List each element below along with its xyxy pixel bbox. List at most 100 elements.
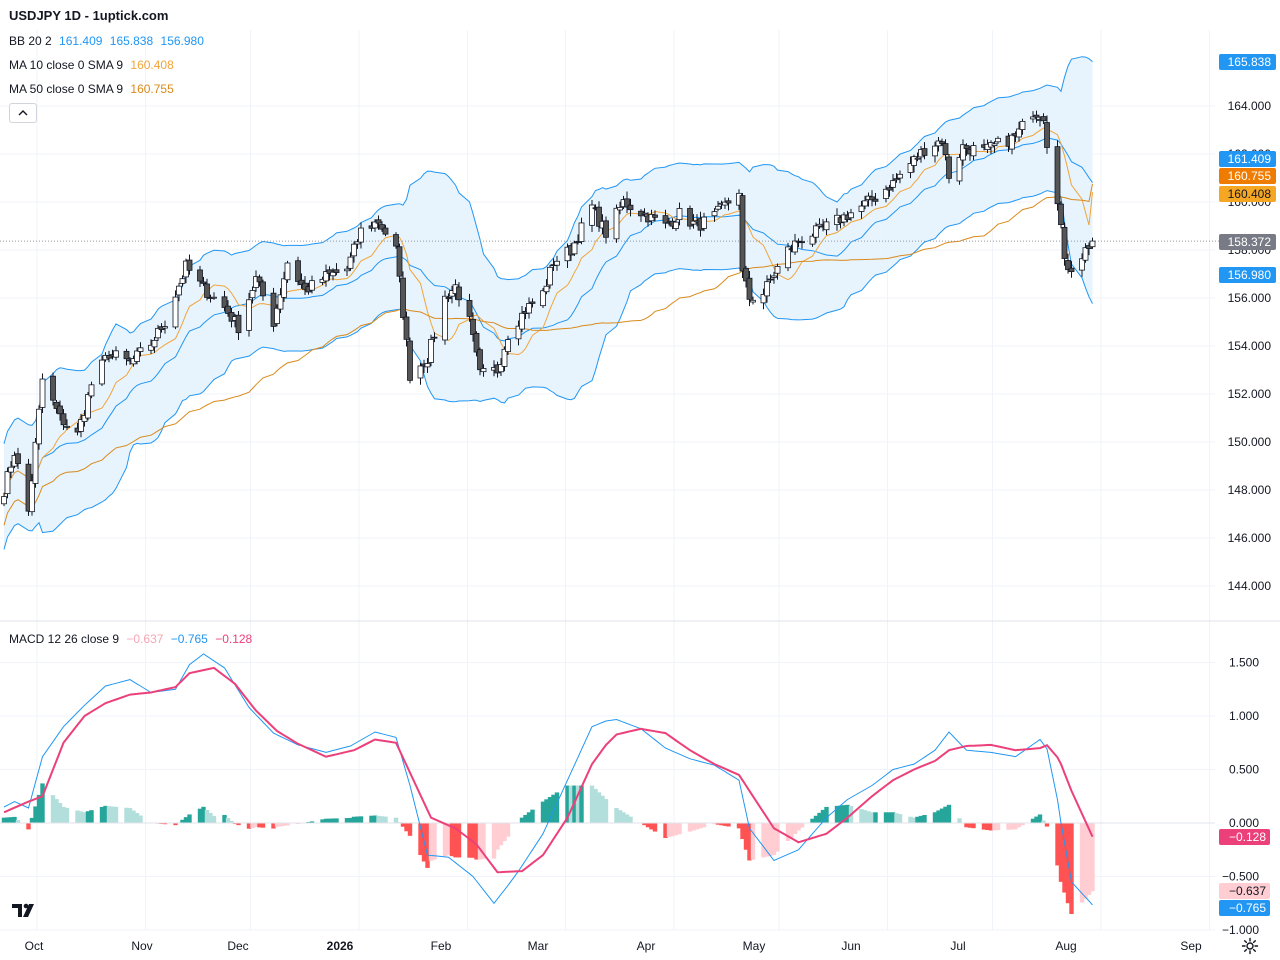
macd-histogram-bar — [621, 812, 626, 823]
macd-histogram-bar — [1041, 820, 1046, 823]
candle — [676, 202, 683, 226]
bb-basis-badge: 161.409 — [1219, 151, 1276, 167]
candle — [750, 296, 756, 305]
macd-histogram-bar — [841, 805, 847, 823]
candle — [442, 290, 448, 345]
candle — [498, 358, 504, 376]
macd-histogram-bar — [225, 817, 231, 823]
macd-histogram-bar — [883, 812, 889, 823]
macd-histogram-bar — [285, 823, 290, 826]
gear-icon[interactable] — [1241, 937, 1259, 955]
macd-histogram-bar — [246, 823, 252, 829]
macd-histogram-bar — [15, 820, 21, 823]
macd-histogram-bar — [376, 815, 381, 823]
macd-histogram-bar — [712, 823, 717, 825]
macd-histogram-bar — [12, 816, 17, 823]
macd-histogram-bar — [890, 812, 896, 823]
candle-body — [519, 312, 525, 330]
price-tick-label: 164.000 — [1228, 99, 1272, 113]
candle-body — [88, 384, 95, 397]
candle — [1009, 133, 1015, 155]
chart-title: USDJPY 1D - 1uptick.com — [9, 8, 169, 23]
candle — [613, 204, 620, 243]
macd-histogram-bar — [530, 809, 535, 823]
candle — [326, 266, 333, 281]
candle-body — [823, 221, 830, 231]
macd-histogram-bar — [722, 823, 728, 826]
candle — [673, 219, 679, 232]
tradingview-logo-icon[interactable] — [10, 900, 40, 920]
candle-body — [501, 348, 508, 367]
candle-body — [687, 208, 693, 227]
candle-body — [554, 260, 560, 266]
candle-body — [477, 349, 483, 371]
candle — [774, 263, 781, 280]
candle — [172, 290, 179, 330]
candle-body — [1019, 120, 1026, 130]
candle-body — [816, 223, 823, 227]
candle — [771, 271, 777, 284]
macd-histogram-bar — [785, 823, 791, 842]
candle-body — [15, 453, 21, 464]
candle — [473, 331, 480, 357]
candle-body — [1, 496, 7, 505]
signal-badge-text: −0.128 — [1229, 830, 1266, 844]
candle — [1061, 222, 1068, 266]
legend-ma50[interactable]: MA 50 close 0 SMA 9 160.755 — [9, 82, 178, 96]
candle-body — [179, 278, 186, 284]
candle — [1016, 121, 1022, 142]
candle — [249, 286, 256, 304]
macd-histogram-bar — [344, 818, 350, 823]
macd-histogram-bar — [505, 823, 511, 837]
time-axis[interactable]: Oct Nov Dec 2026 Feb Mar Apr May Jun Jul Aug Sep — [25, 939, 1202, 953]
candle-body — [890, 180, 896, 188]
legend-bb[interactable]: BB 20 2 161.409 165.838 156.980 — [9, 34, 208, 48]
candle — [235, 311, 242, 340]
macd-histogram-bar — [281, 823, 287, 826]
candle — [907, 156, 914, 179]
macd-histogram-bar — [138, 815, 143, 823]
macd-histogram-bar — [1044, 823, 1050, 827]
candle — [526, 297, 532, 319]
candle-body — [137, 347, 144, 352]
macd-histogram-bar — [617, 810, 623, 823]
macd-histogram-bar — [278, 823, 283, 827]
candle-body — [309, 280, 315, 291]
candle-body — [8, 466, 14, 473]
candle — [970, 141, 977, 161]
macd-histogram-bar — [946, 804, 952, 823]
candle-body — [186, 259, 193, 271]
legend-bb-lower: 156.980 — [160, 34, 204, 48]
candle — [417, 362, 424, 385]
price-tick-label: 146.000 — [1228, 531, 1272, 545]
candle — [816, 218, 823, 229]
candle-body — [400, 277, 406, 318]
candle-body — [991, 143, 998, 146]
macd-histogram-bar — [887, 812, 892, 823]
macd-axis[interactable]: −1.000 −0.500 0.000 0.500 1.000 1.500 — [1222, 656, 1259, 938]
legend-ma10[interactable]: MA 10 close 0 SMA 9 160.408 — [9, 58, 178, 72]
macd-histogram-bar — [379, 816, 385, 823]
candle — [960, 139, 966, 166]
candle — [890, 173, 896, 192]
legend-collapse-button[interactable] — [9, 103, 37, 123]
candle-body — [869, 196, 875, 201]
macd-tick-label: 1.000 — [1229, 709, 1259, 723]
candle — [36, 405, 42, 450]
candle-body — [344, 268, 350, 272]
candle-body — [473, 332, 480, 353]
macd-badge-text: −0.765 — [1229, 901, 1266, 915]
candle-body — [529, 301, 536, 304]
macd-histogram-bar — [565, 785, 570, 823]
legend-macd[interactable]: MACD 12 26 close 9 −0.637 −0.765 −0.128 — [9, 632, 256, 646]
candle-body — [211, 296, 217, 299]
bb-lower-badge: 156.980 — [1219, 267, 1276, 283]
candle-body — [1040, 116, 1047, 122]
candle-body — [256, 276, 263, 283]
candle-body — [862, 200, 868, 207]
macd-tick-label: 1.500 — [1229, 656, 1259, 670]
chevron-up-icon — [18, 110, 28, 116]
candle — [277, 288, 284, 314]
candle-body — [624, 198, 630, 208]
